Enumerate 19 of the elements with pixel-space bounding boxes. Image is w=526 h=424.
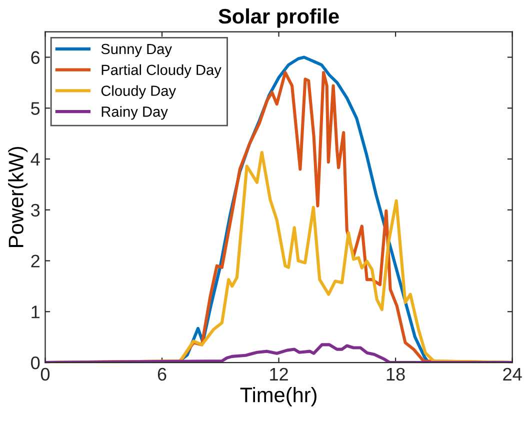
legend-label: Sunny Day (101, 44, 172, 58)
legend-label: Partial Cloudy Day (102, 64, 222, 78)
y-tick-label: 0 (31, 356, 40, 370)
y-tick-label: 1 (32, 306, 40, 318)
chart-title: Solar profile (218, 8, 339, 28)
x-tick-label: 12 (270, 368, 288, 380)
x-tick-label: 18 (386, 368, 405, 381)
legend-label: Cloudy Day (101, 85, 176, 99)
x-axis-title: Time(hr) (240, 386, 316, 406)
y-tick-label: 6 (31, 51, 40, 64)
y-tick-label: 2 (31, 254, 40, 268)
y-axis-title: Power(kW) (8, 146, 28, 247)
legend-label: Rainy Day (102, 106, 168, 120)
x-tick-label: 24 (503, 368, 522, 380)
x-tick-label: 6 (158, 368, 166, 381)
y-tick-label: 3 (31, 204, 40, 217)
y-tick-label: 5 (31, 102, 40, 115)
x-tick-label: 0 (40, 368, 50, 381)
y-tick-label: 4 (30, 153, 40, 166)
